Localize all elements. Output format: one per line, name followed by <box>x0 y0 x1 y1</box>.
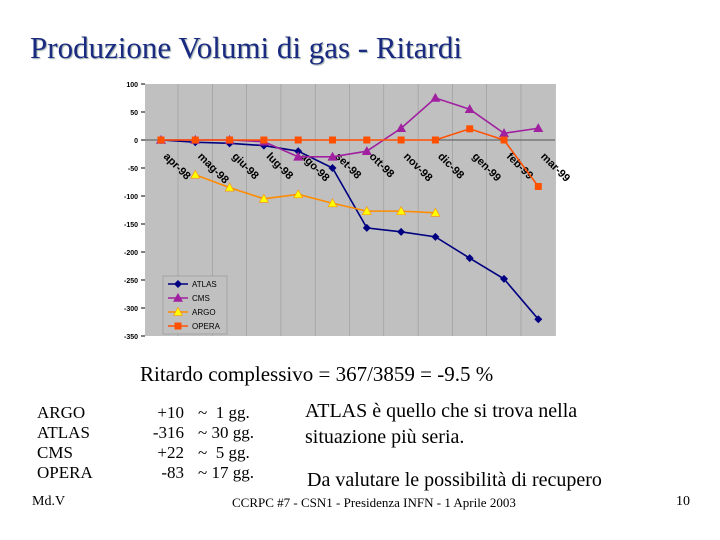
note: ATLAS è quello che si trova nella situaz… <box>305 400 578 448</box>
y-tick-label: 100 <box>126 82 138 89</box>
table-cell: ~ 5 gg. <box>198 443 250 462</box>
footer-center: CCRPC #7 - CSN1 - Presidenza INFN - 1 Ap… <box>232 495 516 510</box>
point <box>174 280 182 288</box>
point <box>327 151 338 161</box>
legend-label: ARGO <box>192 308 216 317</box>
y-tick-label: -50 <box>128 166 138 173</box>
series-line <box>161 127 539 187</box>
point <box>533 123 544 133</box>
point <box>224 182 235 192</box>
legend-label: ATLAS <box>192 280 217 289</box>
point <box>500 136 508 144</box>
footer-page: 10 <box>676 494 690 509</box>
footer-author: Md.V <box>32 494 66 509</box>
point <box>430 207 441 217</box>
table-cell: CMS <box>37 443 73 462</box>
table-cell: ~ 1 gg. <box>198 403 250 422</box>
point <box>191 136 199 144</box>
point <box>431 136 439 144</box>
point <box>172 306 184 316</box>
point <box>431 232 440 241</box>
point <box>294 147 303 156</box>
y-tick-label: 0 <box>134 138 138 145</box>
point <box>174 322 182 330</box>
table-cell: OPERA <box>37 463 93 482</box>
point <box>465 254 474 263</box>
point <box>361 146 372 155</box>
point <box>396 206 407 215</box>
summary: Ritardo complessivo = 367/3859 = -9.5 % <box>140 362 494 386</box>
point <box>157 136 165 144</box>
point <box>294 136 302 144</box>
table-cell: ~ 30 gg. <box>198 423 254 442</box>
table-cell: +22 <box>157 443 184 462</box>
note: Da valutare le possibilità di recupero <box>307 469 602 491</box>
legend-label: CMS <box>192 294 210 303</box>
point <box>464 104 475 113</box>
point <box>329 136 336 144</box>
series-line <box>160 139 539 320</box>
point <box>363 136 371 144</box>
point <box>430 92 441 102</box>
y-tick-label: -350 <box>124 334 138 341</box>
y-tick-label: 50 <box>130 110 138 117</box>
point <box>226 136 234 144</box>
point <box>260 136 268 144</box>
point <box>397 227 406 236</box>
table-cell: ARGO <box>37 403 86 422</box>
table-cell: +10 <box>157 403 184 422</box>
point <box>397 136 405 144</box>
point <box>362 223 371 232</box>
point <box>361 206 372 215</box>
point <box>327 198 338 208</box>
point <box>328 164 337 172</box>
table-cell: -83 <box>161 463 184 482</box>
table-cell: -316 <box>152 423 184 442</box>
y-tick-label: -150 <box>124 222 138 229</box>
y-tick-label: -100 <box>124 194 138 201</box>
table-cell: ATLAS <box>37 423 90 442</box>
series-line <box>195 173 436 214</box>
y-tick-label: -250 <box>124 278 138 285</box>
point <box>396 123 407 133</box>
point <box>466 125 474 133</box>
point <box>293 189 304 199</box>
point <box>534 315 543 324</box>
legend-label: OPERA <box>192 322 221 331</box>
point <box>293 151 304 161</box>
point <box>258 193 269 203</box>
y-tick-label: -300 <box>124 306 138 313</box>
point <box>534 182 542 190</box>
slide-title: Produzione Volumi di gas - Ritardi <box>30 30 462 65</box>
table-cell: ~ 17 gg. <box>198 463 254 482</box>
point <box>190 169 201 179</box>
point <box>500 274 508 283</box>
point <box>172 292 184 302</box>
legend-box <box>162 275 228 335</box>
y-tick-label: -200 <box>124 250 138 257</box>
